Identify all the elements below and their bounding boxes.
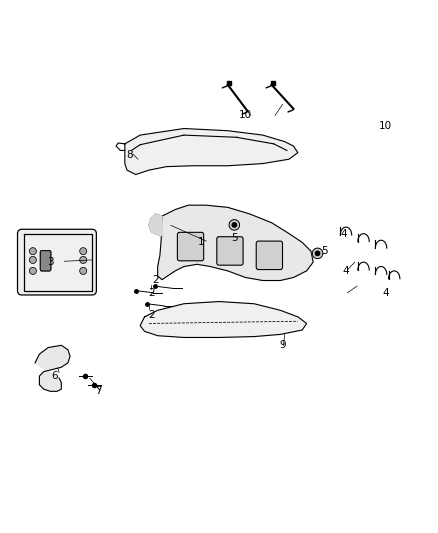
FancyBboxPatch shape [40,251,51,271]
Circle shape [312,248,323,259]
FancyBboxPatch shape [177,232,204,261]
Circle shape [80,256,87,263]
Polygon shape [125,128,298,174]
FancyBboxPatch shape [217,237,243,265]
FancyBboxPatch shape [256,241,283,270]
Polygon shape [140,302,307,337]
Text: 4: 4 [382,288,389,298]
Text: 10: 10 [379,122,392,131]
FancyBboxPatch shape [40,251,51,271]
FancyBboxPatch shape [18,229,96,295]
Text: 6: 6 [51,371,58,381]
Circle shape [80,268,87,274]
Text: 2: 2 [148,288,155,298]
Circle shape [29,256,36,263]
Text: 4: 4 [340,229,347,239]
FancyBboxPatch shape [40,251,51,271]
Text: 10: 10 [239,110,252,120]
Circle shape [29,248,36,255]
Text: 5: 5 [321,246,328,256]
Text: 4: 4 [343,266,350,276]
Text: 2: 2 [148,310,155,320]
Text: 7: 7 [95,386,102,397]
Text: 3: 3 [47,257,54,267]
Text: 1: 1 [198,237,205,247]
Text: 5: 5 [231,233,238,243]
Circle shape [80,248,87,255]
Circle shape [29,268,36,274]
Circle shape [315,251,320,255]
Polygon shape [158,205,313,280]
Polygon shape [35,345,70,391]
Polygon shape [149,214,162,236]
Circle shape [232,223,237,227]
Text: 2: 2 [152,274,159,285]
Circle shape [229,220,240,230]
Text: 8: 8 [126,150,133,160]
Text: 9: 9 [279,341,286,350]
